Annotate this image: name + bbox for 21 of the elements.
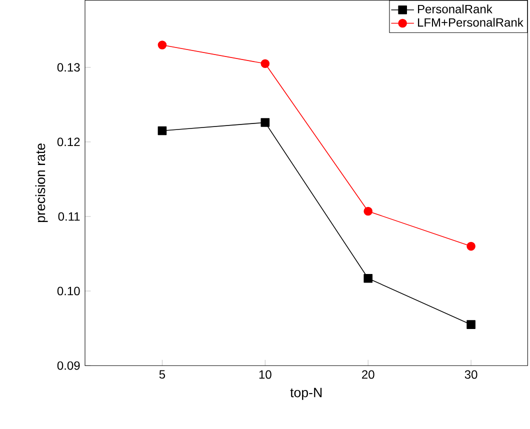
- point: [364, 207, 372, 216]
- point: [260, 118, 270, 128]
- x-tick-label: 30: [464, 370, 478, 379]
- y-tick-label: 0.13: [57, 63, 80, 72]
- y-axis-title: precision rate: [35, 144, 48, 222]
- point: [260, 59, 270, 68]
- point: [364, 274, 372, 283]
- x-tick-label: 10: [259, 370, 272, 379]
- point: [158, 40, 167, 50]
- y-tick-label: 0.11: [58, 212, 80, 221]
- legend-label: PersonalRank: [418, 4, 492, 14]
- y-tick-label: 0.09: [57, 362, 80, 370]
- x-axis-title: top-N: [290, 388, 322, 400]
- point: [158, 126, 167, 136]
- point: [466, 242, 476, 251]
- legend-label: LFM+PersonalRank: [418, 18, 524, 27]
- y-tick-label: 0.12: [57, 138, 80, 146]
- y-tick-label: 0.10: [57, 286, 80, 296]
- point: [466, 320, 476, 330]
- x-tick-label: 20: [362, 370, 374, 379]
- x-tick-label: 5: [159, 370, 166, 379]
